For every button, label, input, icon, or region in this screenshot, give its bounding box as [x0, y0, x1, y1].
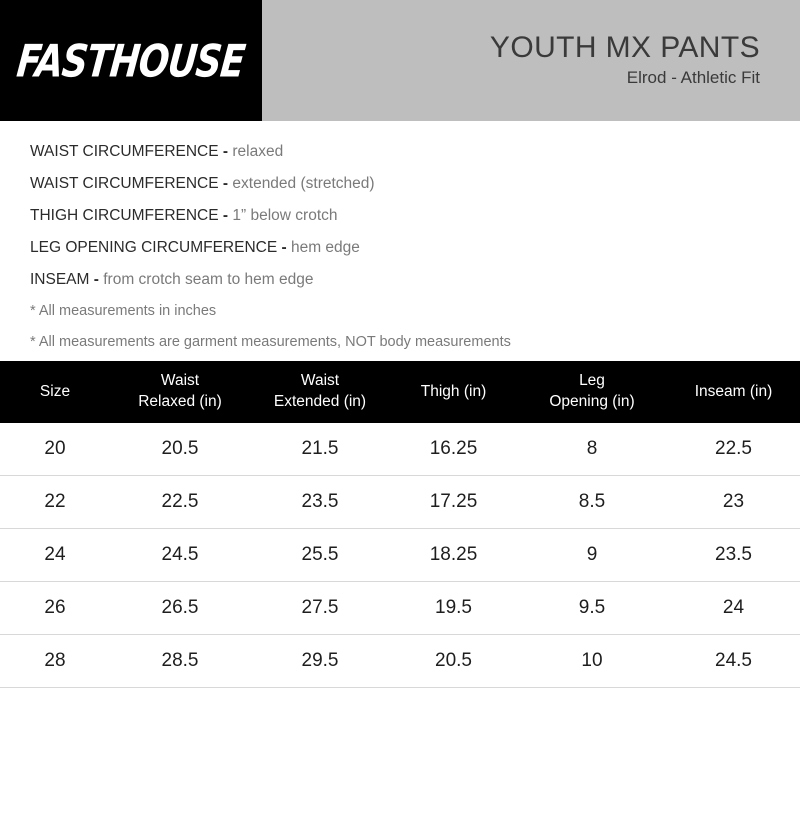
legend-item-waist-extended: WAIST CIRCUMFERENCE - extended (stretche… [30, 176, 800, 192]
column-header-label-line1: Waist [300, 372, 340, 390]
cell-size: 28 [0, 634, 110, 688]
legend-description: relaxed [232, 143, 284, 160]
column-header-waist-extended: Waist Extended (in) [250, 361, 390, 423]
cell-waist-relaxed: 28.5 [110, 634, 250, 688]
cell-waist-relaxed: 20.5 [110, 423, 250, 476]
column-header-leg-opening: Leg Opening (in) [517, 361, 667, 423]
cell-thigh: 19.5 [390, 581, 517, 635]
cell-inseam: 24.5 [667, 634, 800, 688]
cell-size: 24 [0, 528, 110, 582]
cell-inseam: 23 [667, 475, 800, 529]
note-units: * All measurements in inches [30, 303, 217, 319]
legend-term: INSEAM [30, 271, 90, 288]
cell-size: 22 [0, 475, 110, 529]
table-row: 26 26.5 27.5 19.5 9.5 24 [0, 581, 800, 635]
legend-description: from crotch seam to hem edge [103, 271, 314, 288]
cell-waist-relaxed: 26.5 [110, 581, 250, 635]
note-garment-measurements: * All measurements are garment measureme… [30, 333, 511, 350]
legend-item-waist-relaxed: WAIST CIRCUMFERENCE - relaxed [30, 144, 800, 160]
size-chart-table: Size Waist Relaxed (in) Waist Extended (… [0, 361, 800, 688]
brand-logo-block: FastHouse [0, 0, 262, 121]
column-header-thigh: Thigh (in) [390, 361, 517, 423]
cell-waist-extended: 23.5 [250, 475, 390, 529]
cell-inseam: 23.5 [667, 528, 800, 582]
cell-waist-relaxed: 22.5 [110, 475, 250, 529]
cell-waist-extended: 29.5 [250, 634, 390, 688]
column-header-waist-relaxed: Waist Relaxed (in) [110, 361, 250, 423]
column-header-label-line2: Relaxed (in) [138, 393, 222, 410]
product-title-block: YOUTH MX PANTS Elrod - Athletic Fit [262, 0, 800, 121]
cell-waist-extended: 25.5 [250, 528, 390, 582]
fasthouse-logo: FastHouse [14, 34, 248, 87]
column-header-label: Thigh (in) [420, 382, 487, 400]
column-header-label-line2: Extended (in) [273, 393, 367, 410]
column-header-size: Size [0, 361, 110, 423]
table-row: 28 28.5 29.5 20.5 10 24.5 [0, 634, 800, 688]
cell-inseam: 24 [667, 581, 800, 635]
page-subtitle: Elrod - Athletic Fit [626, 68, 760, 87]
cell-thigh: 18.25 [390, 528, 517, 582]
table-header-row: Size Waist Relaxed (in) Waist Extended (… [0, 361, 800, 423]
measurement-legend: WAIST CIRCUMFERENCE - relaxed WAIST CIRC… [0, 121, 800, 349]
legend-term: THIGH CIRCUMFERENCE [30, 207, 219, 224]
column-header-label-line1: Waist [160, 372, 200, 390]
legend-dash: - [93, 271, 99, 288]
legend-term: WAIST CIRCUMFERENCE [30, 143, 219, 160]
legend-description: hem edge [290, 239, 360, 256]
legend-description: 1” below crotch [232, 207, 338, 224]
table-row: 24 24.5 25.5 18.25 9 23.5 [0, 528, 800, 582]
cell-thigh: 20.5 [390, 634, 517, 688]
cell-size: 26 [0, 581, 110, 635]
cell-leg-opening: 10 [517, 634, 667, 688]
column-header-label: Size [39, 382, 71, 400]
cell-leg-opening: 9.5 [517, 581, 667, 635]
page-header: FastHouse YOUTH MX PANTS Elrod - Athleti… [0, 0, 800, 121]
legend-item-thigh: THIGH CIRCUMFERENCE - 1” below crotch [30, 208, 800, 224]
cell-waist-relaxed: 24.5 [110, 528, 250, 582]
legend-term: LEG OPENING CIRCUMFERENCE [30, 239, 278, 256]
column-header-label-line2: Opening (in) [549, 393, 635, 410]
page-title: YOUTH MX PANTS [489, 30, 760, 64]
cell-thigh: 16.25 [390, 423, 517, 476]
table-row: 20 20.5 21.5 16.25 8 22.5 [0, 423, 800, 476]
legend-term: WAIST CIRCUMFERENCE [30, 175, 219, 192]
column-header-label-line1: Leg [579, 372, 605, 390]
cell-waist-extended: 27.5 [250, 581, 390, 635]
legend-description: extended (stretched) [232, 175, 375, 192]
legend-item-inseam: INSEAM - from crotch seam to hem edge [30, 272, 800, 288]
cell-leg-opening: 9 [517, 528, 667, 582]
table-row: 22 22.5 23.5 17.25 8.5 23 [0, 475, 800, 529]
cell-leg-opening: 8.5 [517, 475, 667, 529]
cell-size: 20 [0, 423, 110, 476]
column-header-inseam: Inseam (in) [667, 361, 800, 423]
cell-leg-opening: 8 [517, 423, 667, 476]
cell-inseam: 22.5 [667, 423, 800, 476]
cell-waist-extended: 21.5 [250, 423, 390, 476]
legend-dash: - [222, 207, 229, 224]
cell-thigh: 17.25 [390, 475, 517, 529]
legend-dash: - [281, 239, 287, 256]
column-header-label: Inseam (in) [694, 382, 773, 400]
legend-dash: - [222, 143, 229, 160]
legend-item-leg-opening: LEG OPENING CIRCUMFERENCE - hem edge [30, 240, 800, 256]
legend-dash: - [222, 175, 229, 192]
